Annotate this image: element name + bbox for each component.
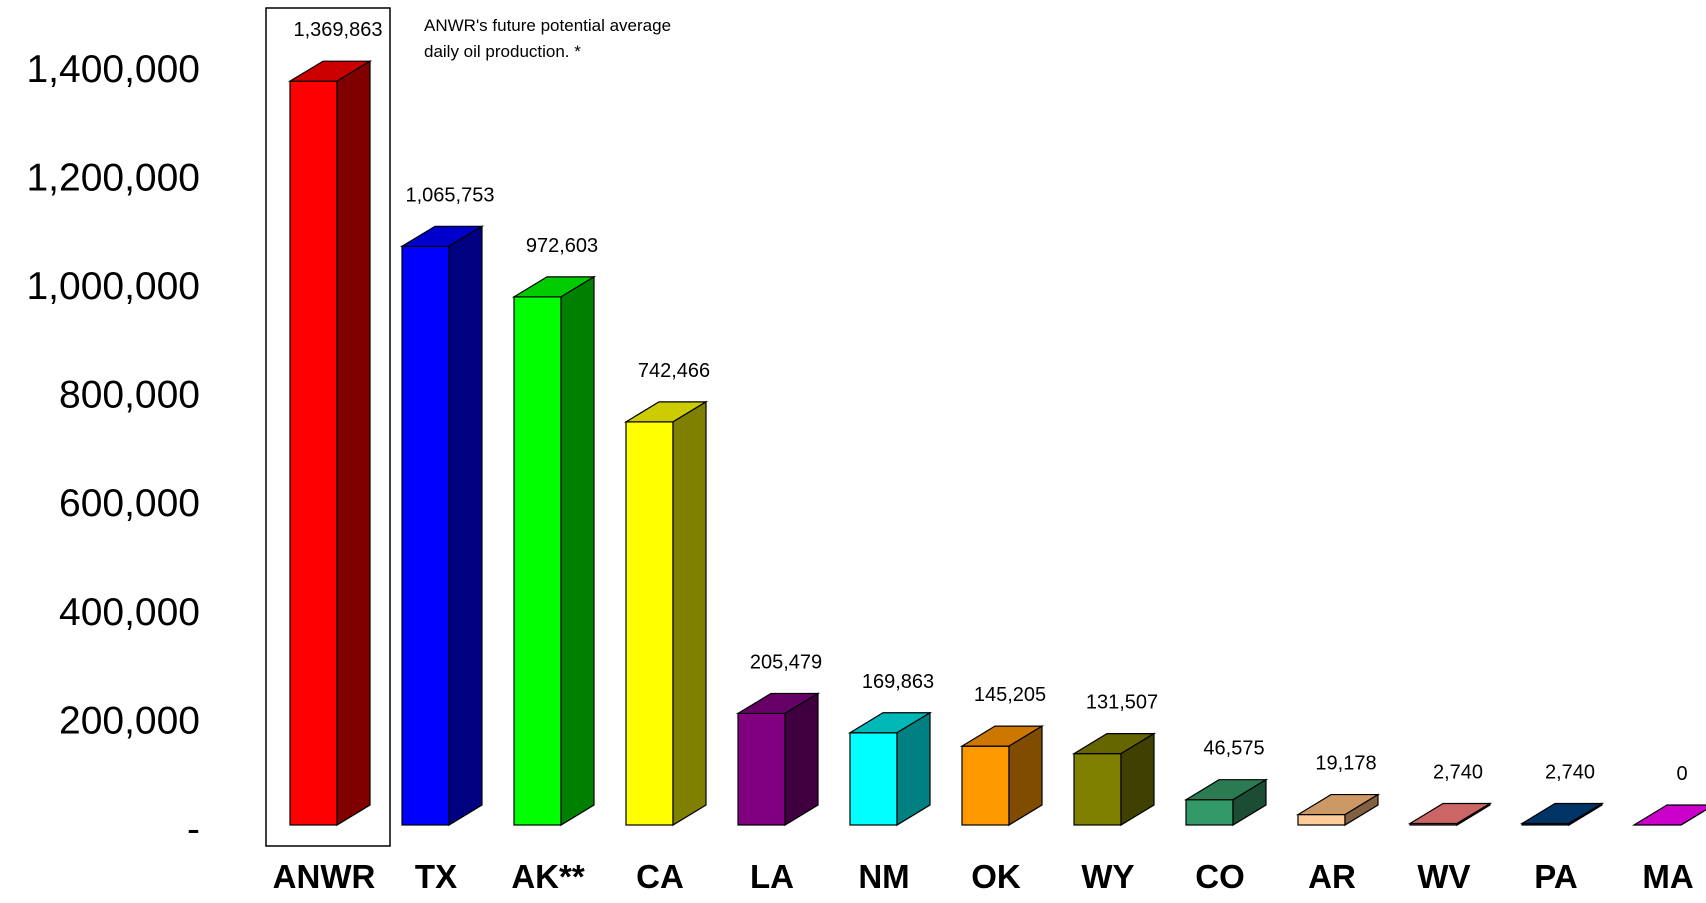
bar-side [1232,778,1267,827]
data-label: 1,065,753 [406,184,495,206]
x-tick-label: OK [971,858,1021,895]
bar-top [1631,804,1706,826]
x-tick-label: CO [1195,858,1245,895]
bar-tx: 1,065,753 [399,184,495,827]
bar-wv: 2,740 [1407,762,1493,827]
bar-front [1185,799,1234,826]
bar-side [896,711,931,827]
annotation-line-1: ANWR's future potential average [424,16,671,35]
bar-ca: 742,466 [623,360,710,827]
x-tick-label: TX [415,858,457,895]
annotation: ANWR's future potential average daily oi… [424,16,676,61]
bar-side [1456,802,1491,827]
bar-side [336,60,371,827]
bar-side [1344,793,1379,827]
highlight-box [265,7,391,847]
bars: 1,369,863 1,065,753 972,603 742,466 205,479 1… [287,19,1706,827]
bar-front [401,245,450,826]
data-label: 145,205 [974,684,1046,706]
x-tick-label: AK** [511,858,585,895]
bar-side [1680,809,1706,826]
bar-front [1073,752,1122,826]
y-tick-label: 200,000 [59,699,200,742]
bar-ok: 145,205 [959,684,1046,827]
y-tick-label: 1,000,000 [26,265,200,308]
bar-side [448,225,483,827]
bar-la: 205,479 [735,651,822,827]
bar-pa: 2,740 [1519,762,1605,827]
bar-side [1008,725,1043,827]
y-tick-label: 400,000 [59,591,200,634]
bar-front [1297,813,1346,826]
y-tick-label: 600,000 [59,482,200,525]
bar-anwr: 1,369,863 [287,19,383,827]
x-tick-label: LA [750,858,794,895]
bar-side [560,275,595,827]
bar-front [625,421,674,826]
y-tick-label: 1,200,000 [26,156,200,199]
data-label: 1,369,863 [294,19,383,41]
bar-side [784,692,819,827]
x-tick-label: PA [1534,858,1577,895]
bar-front [961,745,1010,826]
data-label: 169,863 [862,671,934,693]
data-label: 2,740 [1545,762,1595,784]
bar-ak: 972,603 [511,235,598,827]
annotation-line-2: daily oil production. * [424,42,581,61]
y-axis: - 200,000 400,000 600,000 800,000 1,000,000 1,… [26,48,200,851]
y-tick-label: 1,400,000 [26,48,200,91]
data-label: 0 [1676,763,1687,785]
bar-top [1407,802,1493,825]
bar-co: 46,575 [1183,738,1269,827]
x-tick-label: WV [1417,858,1470,895]
bar-side [1120,732,1155,827]
bar-side [1568,802,1603,827]
y-tick-label: 800,000 [59,374,200,417]
data-label: 46,575 [1203,738,1264,760]
data-label: 131,507 [1086,692,1158,714]
x-tick-label: CA [636,858,684,895]
bar-front [289,80,338,826]
bar-side [672,400,707,827]
bar-front [849,732,898,826]
x-tick-label: AR [1308,858,1356,895]
data-label: 205,479 [750,651,822,673]
bar-wy: 131,507 [1071,692,1158,827]
data-label: 742,466 [638,360,710,382]
x-tick-label: MA [1642,858,1693,895]
bar-ar: 19,178 [1295,753,1381,827]
data-label: 19,178 [1315,753,1376,775]
data-label: 2,740 [1433,762,1483,784]
data-label: 972,603 [526,235,598,257]
bar-front [737,712,786,826]
bar-top [1519,802,1605,825]
x-tick-label: WY [1081,858,1134,895]
bar-front [513,296,562,826]
y-tick-label: - [187,808,200,851]
x-axis: ANWR TX AK** CA LA NM OK WY CO AR WV PA MA [273,858,1694,895]
x-tick-label: NM [858,858,909,895]
bar-ma: 0 [1631,763,1706,826]
bar-nm: 169,863 [847,671,934,827]
x-tick-label: ANWR [273,858,376,895]
